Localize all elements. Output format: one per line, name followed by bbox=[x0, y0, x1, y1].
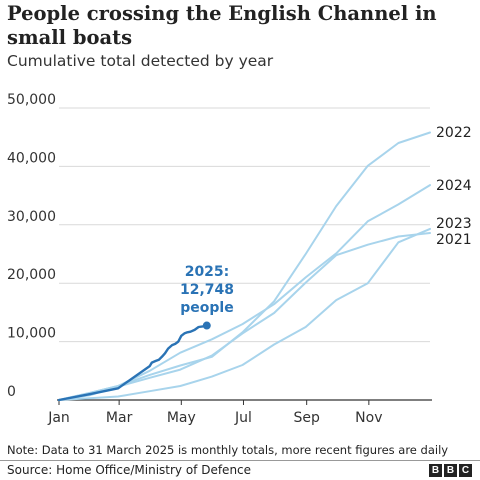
logo-letter: B bbox=[429, 464, 442, 477]
series-lines bbox=[57, 131, 431, 402]
bbc-logo: B B C bbox=[429, 464, 472, 477]
series-line-2022 bbox=[58, 227, 431, 401]
gridlines bbox=[57, 107, 432, 401]
y-tick-label: 0 bbox=[7, 384, 16, 400]
y-axis-ticks: 0 10,000 20,000 30,000 40,000 50,000 bbox=[7, 92, 56, 400]
x-tick-label: Jul bbox=[234, 410, 252, 426]
chart-note: Note: Data to 31 March 2025 is monthly t… bbox=[7, 443, 449, 457]
series-label-2024: 2024 bbox=[436, 178, 472, 194]
annotation: 2025: 12,748 people bbox=[180, 264, 234, 316]
annotation-line: 2025: bbox=[185, 264, 230, 280]
y-tick-label: 50,000 bbox=[7, 92, 56, 108]
annotation-line: people bbox=[180, 300, 233, 316]
x-tick-label: May bbox=[167, 410, 196, 426]
x-tick-label: Mar bbox=[106, 410, 133, 426]
x-tick-label: Sep bbox=[293, 410, 320, 426]
series-line-2021 bbox=[58, 131, 431, 401]
logo-letter: B bbox=[444, 464, 457, 477]
series-line-2023 bbox=[58, 232, 431, 401]
series-end-point-2025 bbox=[202, 321, 211, 330]
series-label-2023: 2023 bbox=[436, 216, 472, 232]
series-line-2025 bbox=[57, 324, 209, 402]
x-tick-label: Nov bbox=[355, 410, 382, 426]
annotation-line: 12,748 bbox=[180, 282, 234, 298]
y-tick-label: 10,000 bbox=[7, 326, 56, 342]
chart-title: People crossing the English Channel in s… bbox=[7, 2, 437, 49]
series-line-2024 bbox=[58, 184, 431, 401]
y-tick-label: 30,000 bbox=[7, 209, 56, 225]
logo-letter: C bbox=[459, 464, 472, 477]
line-chart: 0 10,000 20,000 30,000 40,000 50,000 Jan Mar Ma… bbox=[7, 92, 472, 426]
source-text: Source: Home Office/Ministry of Defence bbox=[7, 463, 252, 477]
x-tick-label: Jan bbox=[47, 410, 70, 426]
x-axis-ticks: Jan Mar May Jul Sep Nov bbox=[47, 400, 383, 426]
chart-subtitle: Cumulative total detected by year bbox=[7, 52, 274, 70]
y-tick-label: 20,000 bbox=[7, 267, 56, 283]
series-label-2021: 2021 bbox=[436, 232, 472, 248]
series-label-2022: 2022 bbox=[436, 125, 472, 141]
y-tick-label: 40,000 bbox=[7, 150, 56, 166]
footer-divider bbox=[0, 460, 480, 461]
